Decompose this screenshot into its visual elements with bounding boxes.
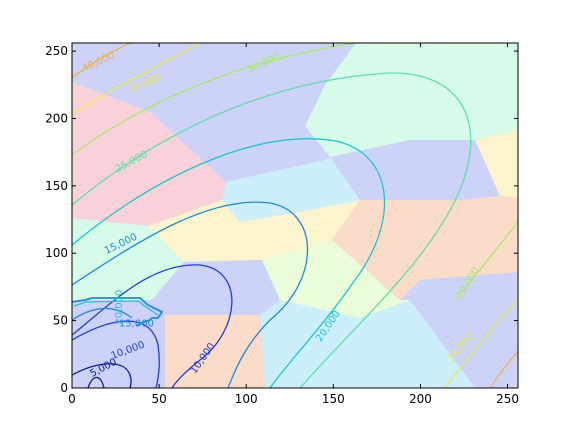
y-tick-label: 50 — [53, 314, 68, 328]
x-tick-label: 150 — [322, 392, 345, 406]
x-tick-label: 50 — [151, 392, 166, 406]
region-yellow-right — [475, 130, 518, 198]
contour-25000 — [72, 72, 472, 388]
contour-5000 — [72, 363, 132, 388]
region-lavender-bottom-right — [410, 272, 518, 388]
region-lavender-mid — [150, 112, 325, 182]
region-lavender-small — [152, 260, 280, 315]
contour-label: 20,000 — [114, 290, 125, 325]
x-axis: 0 50 100 150 200 250 — [68, 43, 519, 406]
region-mint-top-right — [305, 43, 518, 157]
contour-35000-top — [72, 43, 201, 115]
contour-30000-right — [454, 221, 518, 301]
y-tick-label: 150 — [45, 179, 68, 193]
x-tick-label: 100 — [235, 392, 258, 406]
x-tick-label: 200 — [409, 392, 432, 406]
contour-15000-box — [72, 297, 164, 327]
x-tick-label: 250 — [496, 392, 519, 406]
contour-20000 — [72, 138, 386, 388]
contour-lines — [72, 43, 518, 388]
region-cyan-mid — [222, 157, 360, 222]
contour-10000-inner — [72, 320, 160, 388]
contour-15000-inner — [72, 307, 133, 321]
contour-30000-top — [72, 43, 357, 156]
y-tick-label: 200 — [45, 111, 68, 125]
contour-label: 15,000 — [119, 318, 154, 329]
y-axis: 0 50 100 150 200 250 — [45, 44, 518, 395]
y-tick-label: 100 — [45, 246, 68, 260]
y-tick-label: 250 — [45, 44, 68, 58]
contour-40000 — [72, 43, 131, 79]
region-lavender-right — [330, 140, 500, 200]
region-cyan-bottom — [260, 300, 475, 388]
contour-40000-right — [489, 351, 518, 388]
region-mint-left — [72, 218, 184, 300]
region-peach-bottom — [165, 315, 265, 388]
contour-15000 — [72, 201, 309, 388]
contour-35000-right — [444, 299, 518, 388]
contour-5000-inner — [87, 376, 105, 388]
axes-frame — [71, 42, 519, 389]
contour-20000-box — [73, 300, 159, 316]
contour-10000 — [72, 264, 233, 388]
region-pink-left — [72, 82, 226, 226]
y-tick-label: 0 — [60, 381, 68, 395]
x-tick-label: 0 — [68, 392, 76, 406]
region-green-mid — [262, 240, 410, 318]
